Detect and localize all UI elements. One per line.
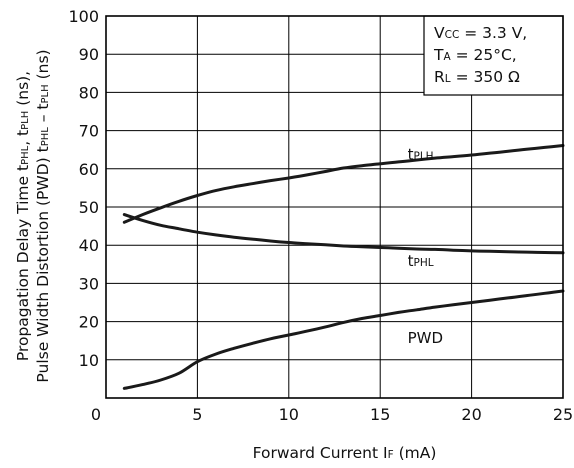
x-tick-label: 15 <box>370 405 390 424</box>
y-tick-label: 10 <box>79 351 99 370</box>
series-label-tplh: tPLH <box>408 145 434 163</box>
y-axis-title-line2: Pulse Width Distortion (PWD) tPHL – tPLH… <box>34 49 52 382</box>
series-line-pwd <box>122 289 565 390</box>
annotation-line: TA = 25°C, <box>433 46 517 64</box>
series-label-tphl: tPHL <box>408 252 434 270</box>
annotation-line: RL = 350 Ω <box>434 68 520 86</box>
series-labels: tPLH tPHL PWD <box>408 145 443 347</box>
annotation-box <box>423 15 564 96</box>
annotation-box-rect <box>423 15 564 96</box>
y-tick-label: 30 <box>79 274 99 293</box>
annotation-text: VCC = 3.3 V, TA = 25°C, RL = 350 Ω <box>433 24 527 86</box>
plot-frame <box>105 15 564 399</box>
series-label-pwd: PWD <box>408 329 443 347</box>
y-tick-label: 60 <box>79 160 99 179</box>
y-tick-label: 20 <box>79 313 99 332</box>
series-lines <box>122 144 565 390</box>
x-axis-title: Forward Current IF (mA) <box>253 444 437 462</box>
x-tick-label: 20 <box>461 405 481 424</box>
x-tick-label: 10 <box>279 405 299 424</box>
annotation-line: VCC = 3.3 V, <box>434 24 527 42</box>
x-tick-label: 5 <box>192 405 202 424</box>
y-axis-title-line1: Propagation Delay Time tPHL, tPLH (ns), <box>14 71 32 361</box>
x-tick-label: 0 <box>91 405 101 424</box>
y-tick-label: 80 <box>79 83 99 102</box>
y-tick-label: 100 <box>68 7 99 26</box>
y-tick-label: 90 <box>79 45 99 64</box>
y-tick-label: 70 <box>79 122 99 141</box>
tick-labels: 0 5 10 15 20 25 10 20 30 40 50 60 70 80 90 100 <box>68 7 573 424</box>
x-tick-label: 25 <box>553 405 573 424</box>
series-line-tphl <box>122 213 565 255</box>
axis-titles: Forward Current IF (mA) Propagation Delay… <box>14 49 436 462</box>
y-tick-label: 40 <box>79 236 99 255</box>
y-tick-label: 50 <box>79 198 99 217</box>
series-line-tplh <box>122 144 565 224</box>
